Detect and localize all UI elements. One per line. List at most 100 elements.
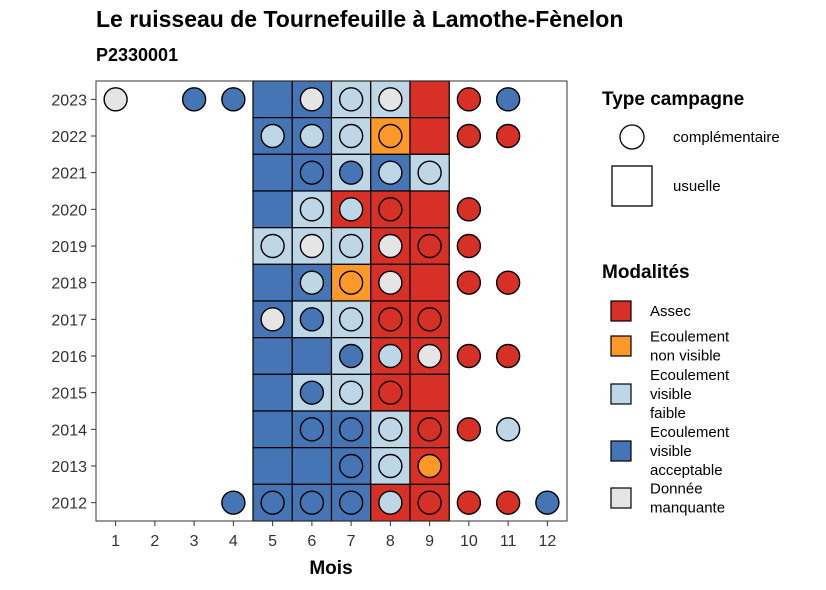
y-tick-label: 2017: [51, 312, 87, 329]
y-tick-label: 2020: [51, 202, 87, 219]
point-2020-8: [378, 197, 403, 222]
legend-modalite-label: Ecoulement: [650, 424, 730, 441]
point-2022-7: [338, 123, 364, 149]
point-2013-8: [378, 453, 403, 479]
legend-modalite-label: manquante: [650, 500, 725, 517]
point-2021-8: [378, 160, 403, 185]
point-2023-4: [221, 87, 246, 112]
legend-type-label: complémentaire: [673, 129, 780, 146]
y-tick-label: 2012: [51, 496, 87, 513]
chart-subtitle: P2330001: [96, 45, 179, 65]
x-axis-title: Mois: [309, 558, 352, 579]
point-2023-7: [338, 87, 364, 112]
point-2017-6: [299, 307, 325, 332]
point-2012-8: [378, 490, 403, 515]
point-2012-12: [535, 490, 560, 515]
point-2012-4: [221, 490, 246, 515]
legend-key-A: [610, 300, 632, 322]
y-tick-label: 2018: [51, 276, 87, 293]
point-2016-9: [417, 343, 442, 369]
point-2018-10: [456, 270, 482, 295]
point-2021-6: [299, 160, 325, 185]
point-2014-11: [495, 417, 521, 442]
point-2023-11: [495, 87, 521, 112]
legend-modalite-label: visible: [650, 386, 692, 403]
x-tick-label: 4: [229, 533, 238, 550]
point-2023-8: [378, 87, 403, 112]
point-2023-3: [181, 87, 207, 112]
tile-2022-9: [409, 117, 450, 155]
point-2014-9: [417, 417, 442, 442]
legend-modalite-label: Ecoulement: [650, 329, 730, 346]
tile-2018-9: [409, 263, 450, 302]
legend-modalite-label: Donnée: [650, 481, 703, 498]
legend: Type campagne Modalités complémentaire us…: [602, 89, 780, 517]
point-2013-7: [338, 453, 364, 479]
point-2012-9: [417, 490, 442, 515]
point-2016-11: [495, 343, 521, 369]
tile-2018-5: [252, 263, 293, 302]
point-2022-10: [456, 123, 482, 149]
tile-2015-5: [252, 373, 293, 412]
tile-2023-5: [252, 80, 293, 119]
y-tick-label: 2019: [51, 239, 87, 256]
legend-key-M: [610, 487, 632, 509]
tile-2016-6: [291, 337, 333, 375]
panel-border: [95, 80, 568, 522]
tile-2020-9: [409, 190, 450, 229]
point-2018-8: [378, 270, 403, 295]
axes: 1 2 3 4 5 6 7 8 9 10 11 122012201320142015201620172…: [51, 80, 568, 550]
x-tick-label: 3: [190, 533, 199, 550]
tile-2015-9: [409, 373, 450, 412]
legend-circle-key: [619, 124, 645, 150]
point-2022-8: [378, 123, 403, 149]
point-2014-6: [299, 417, 325, 442]
point-2013-9: [417, 453, 442, 479]
point-2023-10: [456, 87, 482, 112]
point-2019-10: [456, 233, 482, 259]
point-2022-11: [495, 123, 521, 149]
x-tick-label: 5: [268, 533, 277, 550]
x-tick-label: 9: [425, 533, 434, 550]
point-2018-6: [299, 270, 325, 295]
point-2015-8: [378, 380, 403, 405]
legend-key-F: [610, 383, 632, 405]
tile-2023-9: [409, 80, 450, 119]
point-2015-7: [338, 380, 364, 405]
point-2019-7: [338, 233, 364, 259]
x-tick-label: 11: [500, 533, 517, 550]
point-2019-8: [378, 233, 403, 259]
legend-modalites-title: Modalités: [602, 262, 690, 283]
point-2016-10: [456, 343, 482, 369]
legend-modalite-label: visible: [650, 443, 692, 460]
legend-modalite-label: non visible: [650, 348, 721, 365]
x-tick-label: 6: [307, 533, 316, 550]
plot-area: [96, 80, 567, 522]
tile-2013-6: [291, 447, 333, 485]
legend-square-key: [611, 165, 653, 207]
point-2012-10: [456, 490, 482, 515]
legend-modalite-label: faible: [650, 405, 686, 422]
y-tick-label: 2015: [51, 386, 87, 403]
y-tick-label: 2022: [51, 129, 87, 146]
point-2012-7: [338, 490, 364, 515]
point-2021-9: [417, 160, 442, 185]
point-2012-6: [299, 490, 325, 515]
point-2022-6: [299, 123, 325, 149]
y-tick-label: 2023: [51, 92, 87, 109]
point-2017-9: [417, 307, 442, 332]
legend-type-title: Type campagne: [602, 89, 744, 110]
point-2015-6: [299, 380, 325, 405]
point-2016-8: [378, 343, 403, 369]
y-tick-label: 2014: [51, 422, 87, 439]
point-2020-6: [299, 197, 325, 222]
tile-2013-5: [252, 447, 293, 485]
y-tick-label: 2016: [51, 349, 87, 366]
x-tick-label: 8: [386, 533, 395, 550]
x-tick-label: 2: [150, 533, 159, 550]
point-2020-10: [456, 197, 482, 222]
point-2022-5: [260, 123, 285, 149]
tile-2016-7: [330, 337, 372, 375]
tile-2014-5: [252, 410, 293, 449]
legend-modalite-label: acceptable: [650, 462, 723, 479]
